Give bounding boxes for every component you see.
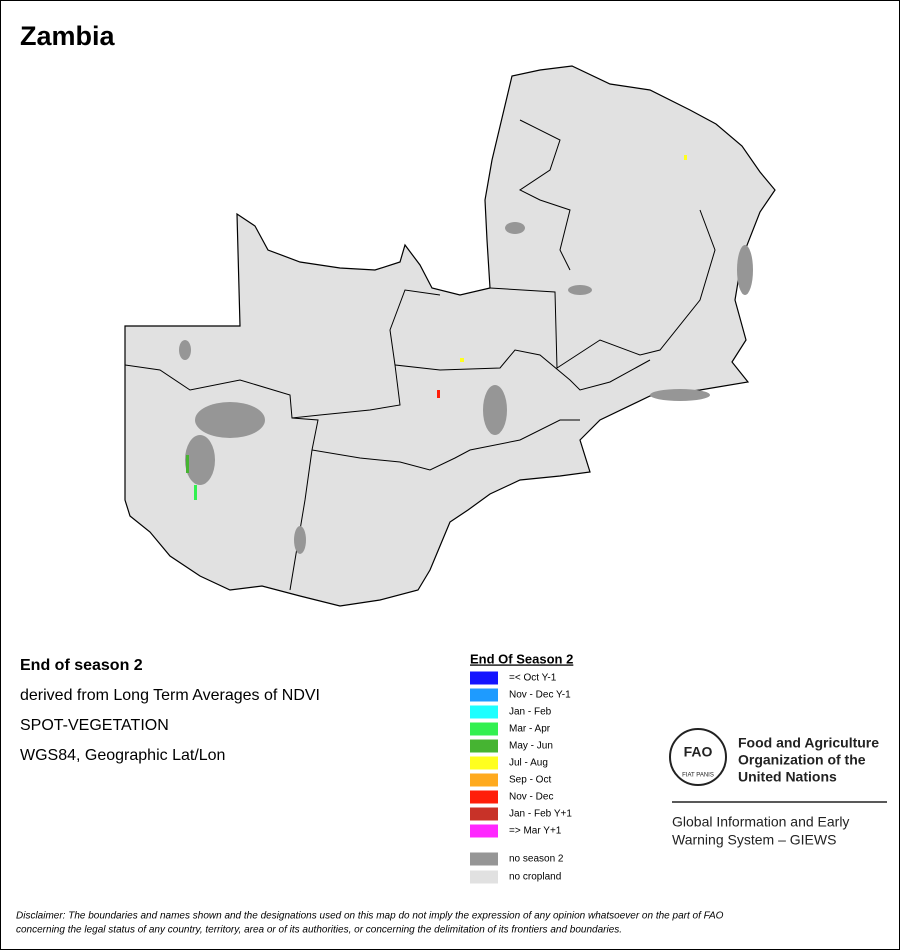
legend: End Of Season 2 =< Oct Y-1 Nov - Dec Y-1 J… <box>470 651 573 884</box>
legend-label: Jan - Feb Y+1 <box>509 809 572 820</box>
legend-swatch <box>470 773 498 787</box>
season-pixels <box>194 485 197 500</box>
legend-label: => Mar Y+1 <box>509 826 562 837</box>
legend-swatch <box>470 756 498 770</box>
logo-org: United Nations <box>738 769 837 785</box>
logo-system: Warning System – GIEWS <box>672 832 836 848</box>
legend-title: End Of Season 2 <box>470 651 573 666</box>
season-pixels <box>460 358 464 362</box>
season-pixels <box>186 455 189 473</box>
country-outline <box>124 65 776 607</box>
legend-label: Sep - Oct <box>509 775 551 786</box>
province-boundary <box>489 209 716 369</box>
info-line: WGS84, Geographic Lat/Lon <box>20 747 225 764</box>
info-line: End of season 2 <box>20 657 143 674</box>
province-boundary <box>124 349 651 419</box>
legend-swatch <box>470 739 498 753</box>
legend-swatch <box>470 870 498 884</box>
province-boundary <box>519 119 571 271</box>
map-title: Zambia <box>20 21 116 51</box>
disclaimer: concerning the legal status of any count… <box>16 925 622 936</box>
legend-label: Nov - Dec <box>509 792 553 803</box>
legend-swatch <box>470 705 498 719</box>
legend-label: Jul - Aug <box>509 758 548 769</box>
legend-label: =< Oct Y-1 <box>509 673 557 684</box>
info-line: derived from Long Term Averages of NDVI <box>20 687 320 704</box>
legend-label: Nov - Dec Y-1 <box>509 690 571 701</box>
province-boundary <box>389 289 441 366</box>
province-boundary <box>291 417 580 471</box>
season-pixels <box>437 390 440 398</box>
logo-org: Food and Agriculture <box>738 735 879 751</box>
legend-swatch <box>470 807 498 821</box>
legend-label: May - Jun <box>509 741 553 752</box>
legend-label: no cropland <box>509 872 561 883</box>
legend-swatch <box>470 790 498 804</box>
logo-emblem-text: FAO <box>684 744 713 760</box>
season-pixels <box>684 155 687 160</box>
info-line: SPOT-VEGETATION <box>20 717 169 734</box>
logo-motto: FIAT PANIS <box>682 773 714 779</box>
country-map <box>124 65 776 607</box>
no-season-area <box>179 222 753 554</box>
disclaimer: Disclaimer: The boundaries and names sho… <box>16 911 724 922</box>
fao-logo: FAO FIAT PANIS Food and Agriculture Orga… <box>669 728 887 848</box>
legend-swatch <box>470 852 498 866</box>
logo-system: Global Information and Early <box>672 814 849 830</box>
logo-org: Organization of the <box>738 752 866 768</box>
legend-label: Jan - Feb <box>509 707 552 718</box>
legend-label: no season 2 <box>509 854 564 865</box>
legend-swatch <box>470 722 498 736</box>
logo-emblem <box>669 728 727 786</box>
legend-swatch <box>470 824 498 838</box>
legend-swatch <box>470 671 498 685</box>
legend-swatch <box>470 688 498 702</box>
legend-label: Mar - Apr <box>509 724 551 735</box>
